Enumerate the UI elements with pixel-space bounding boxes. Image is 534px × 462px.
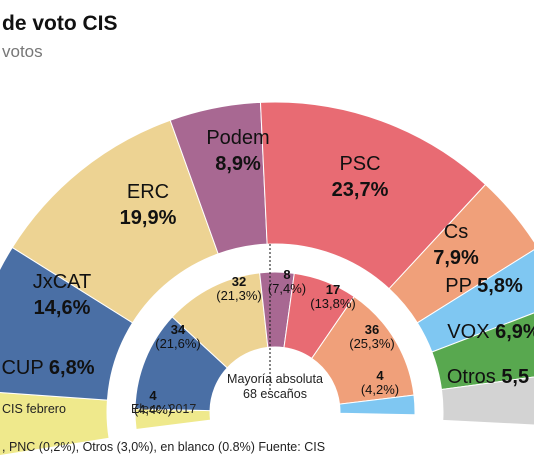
inner-label-seats-2: 34 (171, 322, 186, 337)
outer-label-pp-name: PP (445, 275, 477, 297)
outer-label-cup: CUP 6,8% (1, 357, 94, 379)
inner-label-seats-3: 32 (232, 274, 246, 289)
outer-label-cs-name: Cs (444, 221, 468, 243)
outer-label-erc-name: ERC (127, 181, 169, 203)
majority-seats-label: 68 escaños (243, 387, 307, 401)
inner-label-seats-5: 17 (326, 282, 340, 297)
outer-label-jxcat-name: JxCAT (33, 271, 92, 293)
outer-label-podem-value: 8,9% (215, 153, 261, 175)
outer-slice-otros (440, 376, 534, 426)
inner-label-pct-7: (4,2%) (361, 382, 399, 397)
outer-label-otros-name: Otros (447, 366, 501, 388)
inner-label-pct-3: (21,3%) (216, 288, 262, 303)
outer-ring-label: CIS febrero (2, 402, 66, 416)
inner-label-seats-1: 4 (149, 388, 157, 403)
outer-label-cup-value: 6,8% (49, 357, 95, 379)
outer-label-podem-name: Podem (206, 127, 269, 149)
outer-label-cup-name: CUP (1, 357, 48, 379)
inner-label-seats-7: 4 (376, 368, 384, 383)
inner-label-pct-2: (21,6%) (155, 336, 201, 351)
outer-label-psc-name: PSC (339, 153, 380, 175)
outer-label-cs-value: 7,9% (433, 247, 479, 269)
outer-label-vox-name: VOX (447, 321, 495, 343)
inner-label-seats-4: 8 (283, 267, 290, 282)
outer-label-jxcat-value: 14,6% (34, 297, 91, 319)
chart-title: de voto CIS (2, 12, 118, 35)
outer-label-vox: VOX 6,9% (447, 321, 534, 343)
outer-label-erc-value: 19,9% (120, 207, 177, 229)
outer-label-vox-value: 6,9% (495, 321, 534, 343)
inner-label-seats-6: 36 (365, 322, 379, 337)
outer-label-psc-value: 23,7% (332, 179, 389, 201)
outer-label-pp: PP 5,8% (445, 275, 523, 297)
chart-subtitle: votos (2, 42, 43, 61)
inner-label-pct-5: (13,8%) (310, 296, 356, 311)
majority-label: Mayoría absoluta (227, 372, 323, 386)
outer-label-otros: Otros 5,5 (447, 366, 529, 388)
inner-label-pct-4: (7,4%) (268, 281, 306, 296)
footnote: , PNC (0,2%), Otros (3,0%), en blanco (0… (2, 440, 326, 454)
inner-slice-7 (338, 394, 416, 416)
outer-label-pp-value: 5,8% (477, 275, 523, 297)
inner-ring-label: Elecc. 2017 (131, 402, 196, 416)
inner-label-pct-6: (25,3%) (349, 336, 395, 351)
inner-label-pct-1: (4,4%) (134, 402, 172, 417)
outer-label-otros-value: 5,5 (501, 366, 529, 388)
